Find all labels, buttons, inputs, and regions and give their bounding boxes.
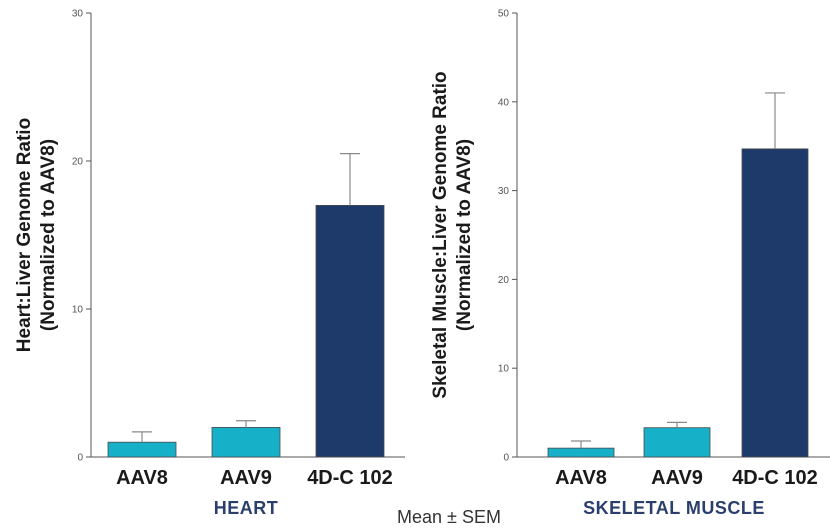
x-category-label-4d-c-102: 4D-C 102 <box>732 467 818 489</box>
y-tick-label: 0 <box>503 453 509 464</box>
y-tick-label: 50 <box>498 9 510 20</box>
bar-aav9 <box>643 427 711 458</box>
y-axis-title-line1: Skeletal Muscle:Liver Genome Ratio <box>430 71 451 398</box>
x-category-label-aav9: AAV9 <box>651 467 703 489</box>
x-category-label-aav8: AAV8 <box>555 467 607 489</box>
x-category-label-4d-c-102: 4D-C 102 <box>307 467 393 489</box>
y-tick-label: 30 <box>498 186 510 197</box>
y-tick-label: 30 <box>72 9 84 20</box>
heart-chart-panel: 0 10 20 30 AAV8 AAV9 4D-C 102 HEART Heart:Liver … <box>14 9 405 518</box>
bar-4d-c-102 <box>315 204 385 458</box>
bar-aav9 <box>211 426 281 458</box>
bar-4d-c-102 <box>741 148 809 458</box>
y-tick-label: 20 <box>498 275 510 286</box>
x-category-label-aav8: AAV8 <box>116 467 168 489</box>
y-tick-label: 20 <box>72 157 84 168</box>
y-axis-title-line2: (Normalized to AAV8) <box>454 139 475 331</box>
y-tick-label: 10 <box>498 364 510 375</box>
footnote-mean-sem: Mean ± SEM <box>397 507 501 527</box>
panel-label: SKELETAL MUSCLE <box>583 498 765 518</box>
bar-aav8 <box>547 447 615 458</box>
y-tick-label: 0 <box>77 453 83 464</box>
y-axis-title-line1: Heart:Liver Genome Ratio <box>14 118 35 352</box>
skeletal-muscle-chart-panel: 0 10 20 30 40 50 AAV8 AAV9 4D-C 102 SKELETAL MUSC… <box>430 9 830 518</box>
panel-label: HEART <box>214 498 279 518</box>
bar-aav8 <box>107 441 177 458</box>
y-tick-label: 40 <box>498 97 510 108</box>
y-axis-title-line2: (Normalized to AAV8) <box>38 139 59 331</box>
y-tick-label: 10 <box>72 305 84 316</box>
x-category-label-aav9: AAV9 <box>220 467 272 489</box>
